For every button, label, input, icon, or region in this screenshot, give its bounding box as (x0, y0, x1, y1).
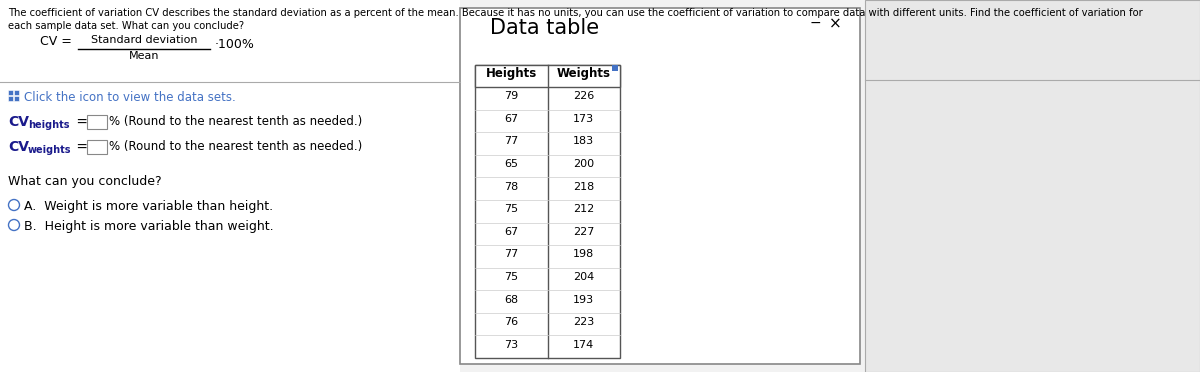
Text: 198: 198 (574, 249, 594, 259)
Text: each sample data set. What can you conclude?: each sample data set. What can you concl… (8, 21, 244, 31)
Bar (475, 65, 620, 87)
Text: 73: 73 (504, 340, 518, 350)
Text: heights: heights (28, 120, 70, 130)
Bar (865, 0, 1200, 372)
Text: weights: weights (28, 145, 72, 155)
Text: Heights: Heights (486, 67, 536, 80)
Text: 223: 223 (574, 317, 594, 327)
Text: ·100%: ·100% (215, 38, 254, 51)
Text: Mean: Mean (128, 51, 160, 61)
Text: 193: 193 (574, 295, 594, 305)
Text: 67: 67 (504, 227, 518, 237)
Text: CV: CV (8, 140, 29, 154)
Bar (14, 96, 19, 101)
Text: 227: 227 (574, 227, 594, 237)
Text: 173: 173 (574, 114, 594, 124)
Text: 76: 76 (504, 317, 518, 327)
Text: What can you conclude?: What can you conclude? (8, 175, 162, 188)
Bar (475, 65, 620, 358)
Text: ×: × (829, 16, 841, 31)
Text: 218: 218 (574, 182, 594, 192)
Text: The coefficient of variation CV describes the standard deviation as a percent of: The coefficient of variation CV describe… (8, 8, 1142, 18)
Text: 67: 67 (504, 114, 518, 124)
Bar (88, 115, 107, 129)
Text: −: − (809, 16, 821, 30)
Text: Click the icon to view the data sets.: Click the icon to view the data sets. (24, 91, 235, 104)
Text: Standard deviation: Standard deviation (91, 35, 197, 45)
Text: 75: 75 (504, 272, 518, 282)
Text: 226: 226 (574, 91, 594, 101)
Bar (0, 0, 460, 372)
Circle shape (8, 219, 19, 231)
Text: =: = (72, 140, 88, 154)
Bar (14, 90, 19, 95)
Text: CV: CV (8, 115, 29, 129)
Bar (460, 8, 860, 364)
Text: CV =: CV = (40, 35, 72, 48)
Text: 212: 212 (574, 204, 594, 214)
Text: 68: 68 (504, 295, 518, 305)
Text: 204: 204 (574, 272, 594, 282)
Text: % (Round to the nearest tenth as needed.): % (Round to the nearest tenth as needed.… (109, 140, 362, 153)
Text: 174: 174 (574, 340, 594, 350)
Text: 75: 75 (504, 204, 518, 214)
Bar (8, 90, 13, 95)
Bar (88, 140, 107, 154)
Text: B.  Height is more variable than weight.: B. Height is more variable than weight. (24, 220, 274, 233)
Circle shape (8, 199, 19, 211)
Text: 200: 200 (574, 159, 594, 169)
Text: 78: 78 (504, 182, 518, 192)
Text: A.  Weight is more variable than height.: A. Weight is more variable than height. (24, 200, 274, 213)
Text: Data table: Data table (490, 18, 599, 38)
Bar (612, 65, 618, 71)
Text: =: = (72, 115, 88, 129)
Text: Weights: Weights (557, 67, 611, 80)
Text: 79: 79 (504, 91, 518, 101)
Text: 77: 77 (504, 137, 518, 147)
Text: 65: 65 (504, 159, 518, 169)
Bar (8, 96, 13, 101)
Text: 77: 77 (504, 249, 518, 259)
Text: 183: 183 (574, 137, 594, 147)
Text: % (Round to the nearest tenth as needed.): % (Round to the nearest tenth as needed.… (109, 115, 362, 128)
